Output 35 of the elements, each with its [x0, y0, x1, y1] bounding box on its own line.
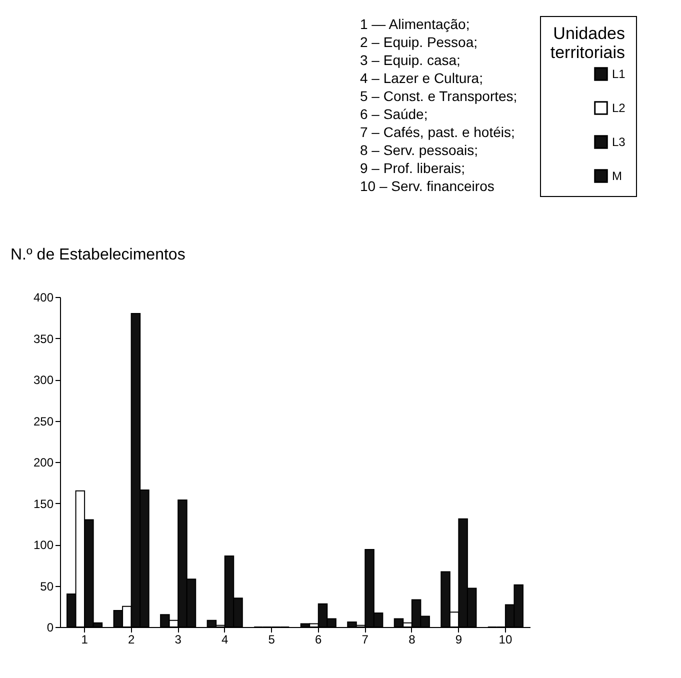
text: 8 – Serv. pessoais;	[360, 142, 478, 158]
text: 6 – Saúde;	[360, 106, 428, 122]
legend-label: L3	[612, 135, 626, 149]
text: 10 – Serv. financeiros	[360, 178, 494, 194]
text: 1 — Alimentação;	[360, 16, 470, 32]
y-tick-label: 150	[33, 496, 54, 511]
x-tick-label: 2	[128, 632, 135, 646]
x-tick-label: 8	[408, 632, 416, 646]
y-tick-label: 100	[33, 538, 54, 552]
legend-title: Unidades territoriais	[550, 24, 625, 62]
y-tick-label: 350	[33, 332, 54, 346]
legend-label: L1	[612, 67, 626, 81]
y-tick-label: 400	[33, 290, 54, 304]
text: 2 – Equip. Pessoa;	[360, 34, 478, 50]
x-tick-label: 1	[81, 632, 88, 646]
y-axis-title: N.º de Estabelecimentos	[10, 246, 186, 264]
x-tick-label: 6	[315, 632, 322, 646]
y-tick-label: 200	[33, 456, 54, 470]
x-tick-label: 10	[498, 632, 512, 646]
y-tick-label: 300	[33, 373, 54, 387]
y-tick-label: 0	[46, 620, 54, 634]
y-tick-label: 250	[33, 414, 54, 428]
y-tick-label: 50	[40, 579, 54, 594]
text: 7 – Cafés, past. e hotéis;	[360, 124, 515, 140]
legend-label: L2	[612, 101, 626, 115]
x-tick-label: 9	[455, 632, 462, 646]
legend-label: M	[612, 169, 622, 183]
x-tick-label: 5	[268, 632, 276, 646]
x-tick-label: 3	[174, 632, 182, 646]
text: 3 – Equip. casa;	[360, 52, 460, 68]
text: 9 – Prof. liberais;	[360, 160, 466, 176]
x-tick-label: 4	[222, 632, 229, 646]
text: 4 – Lazer e Cultura;	[360, 70, 483, 86]
text: 5 – Const. e Transportes;	[360, 88, 518, 104]
x-tick-label: 7	[362, 632, 369, 646]
